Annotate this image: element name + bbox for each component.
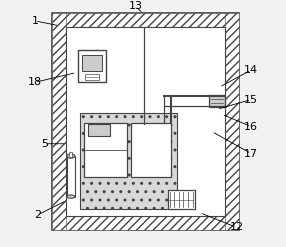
Bar <box>168 190 194 209</box>
Text: 14: 14 <box>244 65 258 75</box>
Bar <box>78 50 106 82</box>
Bar <box>69 152 72 157</box>
Text: 12: 12 <box>229 222 243 232</box>
Text: 18: 18 <box>28 77 42 87</box>
Bar <box>131 123 171 177</box>
Text: 16: 16 <box>244 122 258 132</box>
Ellipse shape <box>67 195 75 198</box>
Bar <box>52 216 239 230</box>
Text: 15: 15 <box>244 95 258 104</box>
Bar <box>52 14 65 230</box>
Bar <box>225 14 239 230</box>
Bar <box>52 14 239 230</box>
Bar <box>84 123 127 177</box>
Text: 17: 17 <box>244 149 258 159</box>
Bar <box>67 156 75 197</box>
Text: 13: 13 <box>129 1 143 11</box>
Text: 2: 2 <box>34 210 41 220</box>
Bar <box>209 95 225 107</box>
Bar <box>85 74 99 80</box>
Bar <box>80 113 177 209</box>
Bar <box>88 124 110 136</box>
Bar <box>52 14 239 27</box>
Ellipse shape <box>67 154 75 158</box>
Bar <box>82 55 102 71</box>
Text: 1: 1 <box>31 16 38 26</box>
Text: 5: 5 <box>41 139 48 149</box>
